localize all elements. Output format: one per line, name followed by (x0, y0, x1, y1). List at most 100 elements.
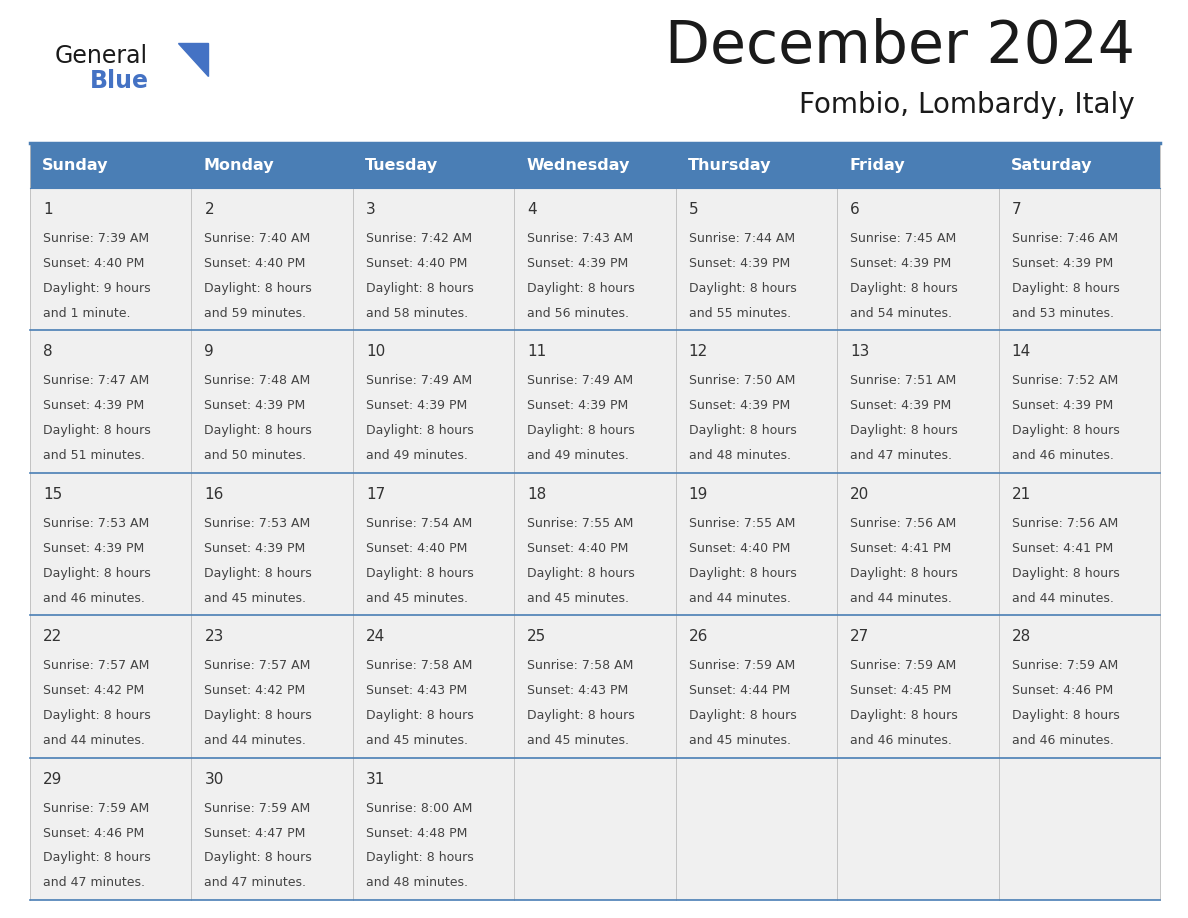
Text: Sunset: 4:39 PM: Sunset: 4:39 PM (1011, 399, 1113, 412)
Text: and 44 minutes.: and 44 minutes. (851, 591, 952, 605)
Bar (838, 757, 999, 900)
Text: Saturday: Saturday (1011, 158, 1092, 173)
Text: Sunrise: 7:50 AM: Sunrise: 7:50 AM (689, 375, 795, 387)
Text: Sunset: 4:40 PM: Sunset: 4:40 PM (43, 257, 145, 270)
Text: Daylight: 8 hours: Daylight: 8 hours (851, 282, 958, 295)
Text: and 47 minutes.: and 47 minutes. (851, 449, 952, 462)
Text: 31: 31 (366, 772, 385, 787)
Text: Sunrise: 7:56 AM: Sunrise: 7:56 AM (851, 517, 956, 530)
Bar (30, 188, 191, 330)
Text: Friday: Friday (849, 158, 905, 173)
Text: and 56 minutes.: and 56 minutes. (527, 307, 630, 319)
Text: 21: 21 (1011, 487, 1031, 502)
Text: 22: 22 (43, 629, 62, 644)
Text: and 50 minutes.: and 50 minutes. (204, 449, 307, 462)
Text: and 54 minutes.: and 54 minutes. (851, 307, 952, 319)
Text: and 47 minutes.: and 47 minutes. (204, 877, 307, 890)
Text: Sunset: 4:40 PM: Sunset: 4:40 PM (366, 257, 467, 270)
Text: Sunrise: 7:57 AM: Sunrise: 7:57 AM (43, 659, 150, 672)
Text: 10: 10 (366, 344, 385, 360)
Text: Sunrise: 7:56 AM: Sunrise: 7:56 AM (1011, 517, 1118, 530)
Text: and 51 minutes.: and 51 minutes. (43, 449, 145, 462)
Text: and 59 minutes.: and 59 minutes. (204, 307, 307, 319)
Text: Sunrise: 7:43 AM: Sunrise: 7:43 AM (527, 232, 633, 245)
Text: Sunset: 4:42 PM: Sunset: 4:42 PM (204, 684, 305, 697)
Text: Daylight: 8 hours: Daylight: 8 hours (204, 851, 312, 865)
Text: 18: 18 (527, 487, 546, 502)
Text: Sunset: 4:39 PM: Sunset: 4:39 PM (689, 257, 790, 270)
Text: and 45 minutes.: and 45 minutes. (366, 591, 468, 605)
Text: Thursday: Thursday (688, 158, 771, 173)
Text: Daylight: 8 hours: Daylight: 8 hours (366, 709, 474, 722)
Text: Sunset: 4:40 PM: Sunset: 4:40 PM (527, 542, 628, 554)
Polygon shape (178, 43, 208, 76)
Text: Sunrise: 7:40 AM: Sunrise: 7:40 AM (204, 232, 311, 245)
Bar (514, 473, 676, 615)
Text: 13: 13 (851, 344, 870, 360)
Text: Sunset: 4:47 PM: Sunset: 4:47 PM (204, 826, 305, 840)
Text: 15: 15 (43, 487, 62, 502)
Text: Daylight: 8 hours: Daylight: 8 hours (43, 424, 151, 437)
Text: and 55 minutes.: and 55 minutes. (689, 307, 791, 319)
Text: and 46 minutes.: and 46 minutes. (1011, 734, 1113, 747)
Text: 23: 23 (204, 629, 223, 644)
Bar (999, 188, 1159, 330)
Bar (191, 330, 353, 473)
Text: Sunset: 4:39 PM: Sunset: 4:39 PM (527, 399, 628, 412)
Text: Daylight: 8 hours: Daylight: 8 hours (527, 709, 636, 722)
Text: Sunset: 4:40 PM: Sunset: 4:40 PM (366, 542, 467, 554)
Text: and 1 minute.: and 1 minute. (43, 307, 131, 319)
Text: Sunrise: 7:59 AM: Sunrise: 7:59 AM (689, 659, 795, 672)
Text: Sunrise: 7:48 AM: Sunrise: 7:48 AM (204, 375, 311, 387)
Bar (30, 757, 191, 900)
Text: Daylight: 8 hours: Daylight: 8 hours (689, 566, 796, 579)
Text: Daylight: 8 hours: Daylight: 8 hours (1011, 424, 1119, 437)
Text: Daylight: 8 hours: Daylight: 8 hours (204, 424, 312, 437)
Text: Sunrise: 7:58 AM: Sunrise: 7:58 AM (366, 659, 473, 672)
Bar (514, 330, 676, 473)
Text: Sunrise: 7:59 AM: Sunrise: 7:59 AM (204, 801, 311, 814)
Text: Daylight: 8 hours: Daylight: 8 hours (1011, 282, 1119, 295)
Bar (838, 615, 999, 757)
Text: Daylight: 8 hours: Daylight: 8 hours (851, 709, 958, 722)
Bar (353, 188, 514, 330)
Text: Sunrise: 7:45 AM: Sunrise: 7:45 AM (851, 232, 956, 245)
Text: and 46 minutes.: and 46 minutes. (43, 591, 145, 605)
Bar (676, 473, 838, 615)
Text: Sunrise: 7:39 AM: Sunrise: 7:39 AM (43, 232, 150, 245)
Bar (999, 473, 1159, 615)
Bar (30, 330, 191, 473)
Text: and 44 minutes.: and 44 minutes. (689, 591, 790, 605)
Text: Sunrise: 7:59 AM: Sunrise: 7:59 AM (851, 659, 956, 672)
Text: 16: 16 (204, 487, 223, 502)
Text: Sunset: 4:39 PM: Sunset: 4:39 PM (43, 542, 144, 554)
Text: Daylight: 8 hours: Daylight: 8 hours (366, 424, 474, 437)
Text: Sunset: 4:43 PM: Sunset: 4:43 PM (527, 684, 628, 697)
Bar (30, 615, 191, 757)
Text: 7: 7 (1011, 202, 1022, 217)
Text: Sunset: 4:41 PM: Sunset: 4:41 PM (1011, 542, 1113, 554)
Text: Daylight: 8 hours: Daylight: 8 hours (689, 424, 796, 437)
Text: Sunset: 4:48 PM: Sunset: 4:48 PM (366, 826, 467, 840)
Text: Daylight: 8 hours: Daylight: 8 hours (851, 424, 958, 437)
Bar (999, 615, 1159, 757)
Text: 14: 14 (1011, 344, 1031, 360)
Text: 3: 3 (366, 202, 375, 217)
Text: and 48 minutes.: and 48 minutes. (366, 877, 468, 890)
Text: Daylight: 8 hours: Daylight: 8 hours (43, 566, 151, 579)
Text: 28: 28 (1011, 629, 1031, 644)
Text: and 46 minutes.: and 46 minutes. (1011, 449, 1113, 462)
Text: Sunrise: 7:58 AM: Sunrise: 7:58 AM (527, 659, 633, 672)
Text: and 45 minutes.: and 45 minutes. (366, 734, 468, 747)
Text: Daylight: 8 hours: Daylight: 8 hours (1011, 566, 1119, 579)
Text: Sunrise: 7:55 AM: Sunrise: 7:55 AM (527, 517, 633, 530)
Bar (30, 143, 1159, 188)
Text: Daylight: 8 hours: Daylight: 8 hours (527, 282, 636, 295)
Text: Sunset: 4:39 PM: Sunset: 4:39 PM (527, 257, 628, 270)
Text: Daylight: 8 hours: Daylight: 8 hours (527, 424, 636, 437)
Text: 4: 4 (527, 202, 537, 217)
Text: General: General (55, 44, 148, 68)
Bar (676, 188, 838, 330)
Text: Daylight: 8 hours: Daylight: 8 hours (366, 282, 474, 295)
Bar (838, 330, 999, 473)
